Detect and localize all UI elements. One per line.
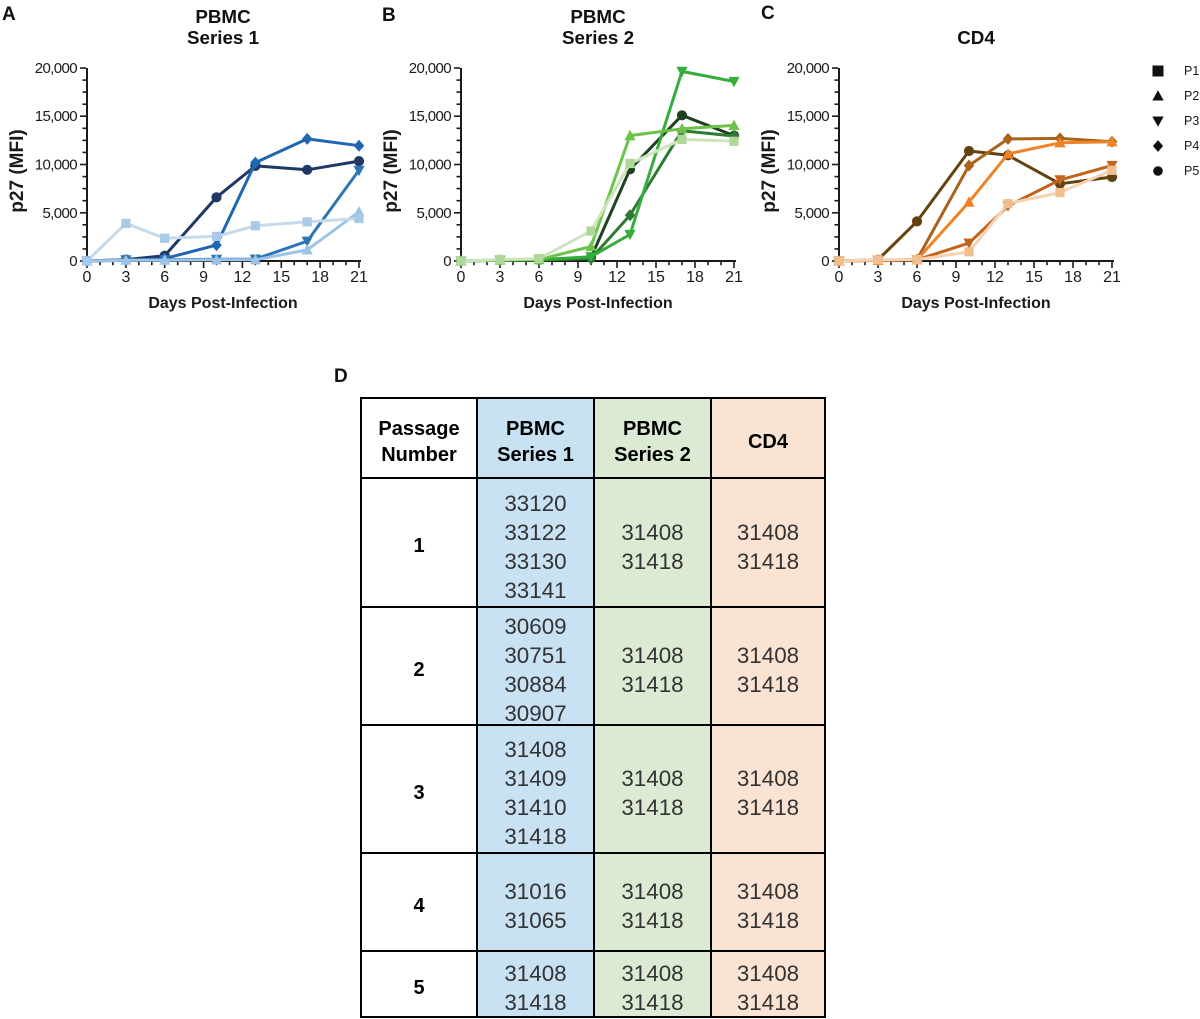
svg-text:15: 15 <box>272 269 290 286</box>
svg-text:PBMC: PBMC <box>195 6 251 27</box>
svg-text:20,000: 20,000 <box>409 60 452 77</box>
svg-text:6: 6 <box>913 269 922 286</box>
svg-text:15,000: 15,000 <box>35 108 78 125</box>
svg-text:15: 15 <box>647 269 665 286</box>
svg-text:CD4: CD4 <box>957 27 995 48</box>
svg-text:0: 0 <box>457 269 466 286</box>
svg-text:15,000: 15,000 <box>787 108 830 125</box>
svg-text:P1: P1 <box>1184 64 1199 78</box>
svg-text:3: 3 <box>874 269 883 286</box>
svg-text:6: 6 <box>535 269 544 286</box>
svg-text:Days Post-Infection: Days Post-Infection <box>523 295 672 312</box>
svg-text:18: 18 <box>311 269 329 286</box>
svg-text:0: 0 <box>83 269 92 286</box>
svg-text:p27 (MFI): p27 (MFI) <box>381 129 402 212</box>
svg-text:3: 3 <box>121 269 130 286</box>
svg-text:p27 (MFI): p27 (MFI) <box>759 129 780 212</box>
svg-text:5,000: 5,000 <box>794 205 829 222</box>
svg-text:21: 21 <box>725 269 743 286</box>
svg-text:10,000: 10,000 <box>787 157 830 174</box>
svg-text:21: 21 <box>350 269 368 286</box>
svg-text:P2: P2 <box>1184 89 1199 103</box>
svg-text:5,000: 5,000 <box>416 205 451 222</box>
svg-text:15: 15 <box>1025 269 1043 286</box>
svg-text:P3: P3 <box>1184 114 1199 128</box>
svg-text:6: 6 <box>160 269 169 286</box>
svg-text:PBMC: PBMC <box>570 6 626 27</box>
svg-text:12: 12 <box>608 269 626 286</box>
svg-text:5,000: 5,000 <box>42 205 77 222</box>
svg-text:18: 18 <box>686 269 704 286</box>
svg-text:P5: P5 <box>1184 164 1199 178</box>
svg-text:9: 9 <box>199 269 208 286</box>
svg-text:Days Post-Infection: Days Post-Infection <box>901 295 1050 312</box>
svg-text:10,000: 10,000 <box>35 157 78 174</box>
svg-text:Series 2: Series 2 <box>562 27 634 48</box>
svg-text:P4: P4 <box>1184 139 1199 153</box>
svg-text:Days Post-Infection: Days Post-Infection <box>148 295 297 312</box>
svg-text:9: 9 <box>952 269 961 286</box>
svg-text:18: 18 <box>1064 269 1082 286</box>
svg-text:9: 9 <box>574 269 583 286</box>
svg-text:20,000: 20,000 <box>35 60 78 77</box>
svg-text:12: 12 <box>234 269 252 286</box>
svg-text:Series 1: Series 1 <box>187 27 259 48</box>
svg-text:21: 21 <box>1103 269 1121 286</box>
svg-text:12: 12 <box>986 269 1004 286</box>
svg-text:p27 (MFI): p27 (MFI) <box>7 129 28 212</box>
svg-text:10,000: 10,000 <box>409 157 452 174</box>
svg-text:0: 0 <box>835 269 844 286</box>
svg-text:3: 3 <box>496 269 505 286</box>
svg-text:0: 0 <box>69 253 77 270</box>
svg-text:0: 0 <box>821 253 829 270</box>
svg-text:15,000: 15,000 <box>409 108 452 125</box>
svg-text:0: 0 <box>443 253 451 270</box>
svg-text:20,000: 20,000 <box>787 60 830 77</box>
